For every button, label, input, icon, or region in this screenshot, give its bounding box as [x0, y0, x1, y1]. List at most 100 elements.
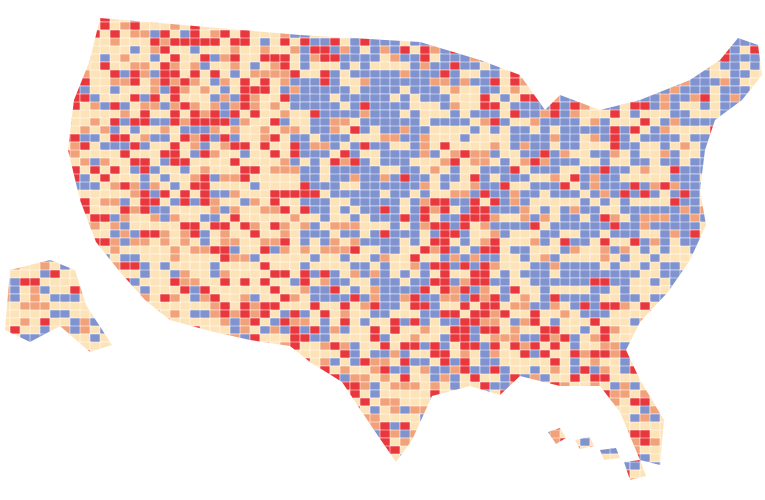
- county: [89, 173, 102, 183]
- county: [439, 333, 452, 343]
- county: [549, 261, 561, 271]
- county: [169, 77, 182, 87]
- county: [229, 61, 242, 72]
- county: [379, 61, 391, 72]
- county: [99, 37, 111, 47]
- county: [539, 109, 552, 119]
- county: [359, 293, 371, 304]
- county: [389, 237, 401, 248]
- county: [419, 357, 431, 367]
- county: [389, 253, 401, 263]
- county: [379, 317, 391, 327]
- county: [459, 341, 471, 352]
- county: [429, 149, 442, 160]
- county: [639, 261, 651, 272]
- county: [709, 101, 722, 112]
- county: [79, 141, 91, 152]
- county: [339, 165, 352, 175]
- county: [339, 237, 352, 248]
- county: [119, 45, 131, 56]
- county: [599, 149, 612, 160]
- county: [79, 317, 91, 328]
- county: [299, 261, 312, 271]
- county: [519, 333, 531, 343]
- county: [579, 365, 591, 376]
- county: [159, 117, 172, 127]
- county: [389, 397, 402, 408]
- county: [329, 269, 341, 279]
- county: [199, 245, 211, 255]
- county: [29, 277, 42, 287]
- county: [219, 229, 232, 239]
- county: [379, 421, 392, 432]
- county: [649, 277, 661, 288]
- county: [539, 197, 552, 208]
- county: [139, 189, 151, 199]
- county: [379, 349, 391, 359]
- county: [249, 261, 262, 271]
- county: [539, 181, 552, 192]
- county: [249, 157, 261, 167]
- county: [369, 277, 381, 288]
- county: [409, 125, 422, 136]
- county: [119, 141, 131, 152]
- county: [359, 261, 372, 272]
- county: [619, 269, 632, 280]
- county: [529, 221, 541, 232]
- county: [349, 85, 362, 96]
- county: [509, 301, 521, 311]
- county: [289, 213, 301, 223]
- county: [459, 365, 472, 375]
- county: [269, 205, 282, 216]
- county: [329, 85, 341, 95]
- county: [469, 197, 482, 207]
- county: [459, 213, 472, 223]
- county: [469, 205, 481, 216]
- county: [299, 37, 311, 47]
- county: [99, 197, 111, 208]
- county: [549, 205, 562, 215]
- county: [359, 37, 371, 47]
- county: [609, 373, 621, 384]
- county: [299, 125, 312, 136]
- county: [579, 117, 592, 127]
- county: [639, 165, 651, 176]
- county: [679, 149, 691, 159]
- county: [639, 245, 651, 256]
- county: [299, 101, 312, 112]
- county: [79, 157, 91, 167]
- county: [229, 165, 241, 176]
- county: [19, 325, 32, 335]
- county: [299, 317, 311, 327]
- county: [159, 125, 171, 135]
- county: [519, 101, 531, 111]
- county: [239, 253, 251, 264]
- county: [139, 229, 151, 239]
- county: [499, 285, 512, 296]
- county: [729, 69, 741, 79]
- county: [529, 125, 541, 135]
- county: [629, 269, 642, 279]
- county: [399, 245, 411, 255]
- county: [129, 21, 142, 32]
- county: [629, 101, 642, 111]
- county: [129, 213, 142, 224]
- county: [299, 213, 312, 224]
- county: [419, 189, 432, 199]
- county: [299, 109, 311, 120]
- county: [329, 261, 342, 271]
- county: [279, 133, 291, 144]
- county: [299, 293, 312, 304]
- county: [409, 317, 421, 327]
- county: [639, 277, 652, 287]
- county: [519, 365, 532, 376]
- county: [229, 237, 241, 247]
- county: [639, 285, 652, 296]
- county: [199, 269, 211, 280]
- county: [229, 45, 241, 56]
- county: [109, 117, 121, 128]
- county: [439, 341, 451, 351]
- county: [629, 165, 641, 176]
- county: [179, 285, 191, 295]
- county: [249, 165, 262, 176]
